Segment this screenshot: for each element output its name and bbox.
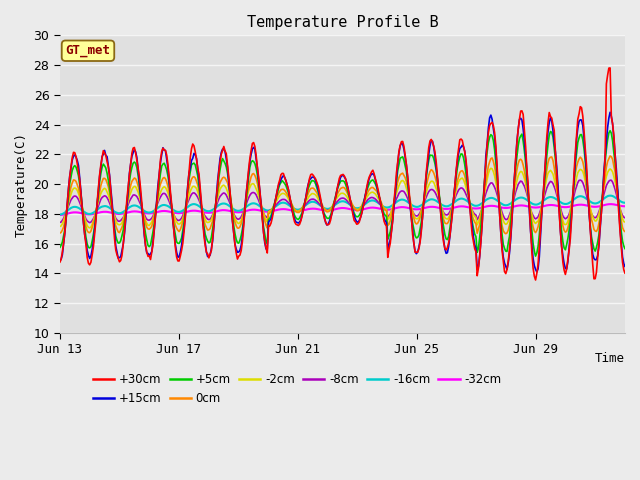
Title: Temperature Profile B: Temperature Profile B [246,15,438,30]
Y-axis label: Temperature(C): Temperature(C) [15,132,28,237]
Text: Time: Time [595,352,625,365]
Text: GT_met: GT_met [65,44,111,57]
Legend: +30cm, +15cm, +5cm, 0cm, -2cm, -8cm, -16cm, -32cm: +30cm, +15cm, +5cm, 0cm, -2cm, -8cm, -16… [88,369,506,410]
